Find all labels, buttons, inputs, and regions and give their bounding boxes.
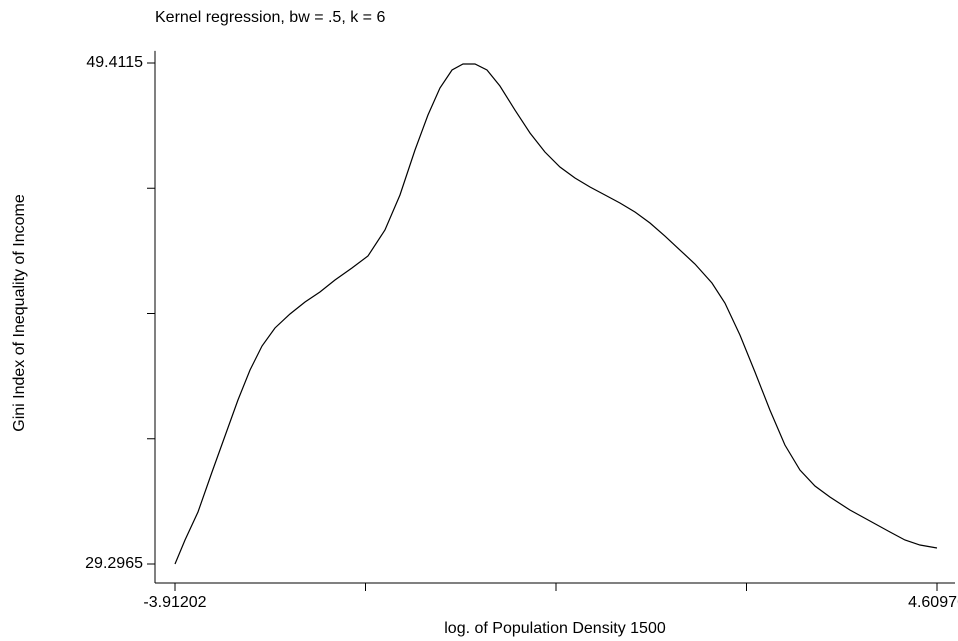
chart-title: Kernel regression, bw = .5, k = 6 xyxy=(155,9,385,26)
line-series xyxy=(174,63,938,565)
x-tick-label: -3.91202 xyxy=(143,594,206,611)
x-axis-title: log. of Population Density 1500 xyxy=(444,620,666,637)
y-axis-title: Gini Index of Inequality of Income xyxy=(11,194,28,432)
y-tick-label: 29.2965 xyxy=(85,555,143,572)
x-tick-label: 4.60976 xyxy=(908,594,958,611)
y-tick-label: 49.4115 xyxy=(86,54,143,71)
